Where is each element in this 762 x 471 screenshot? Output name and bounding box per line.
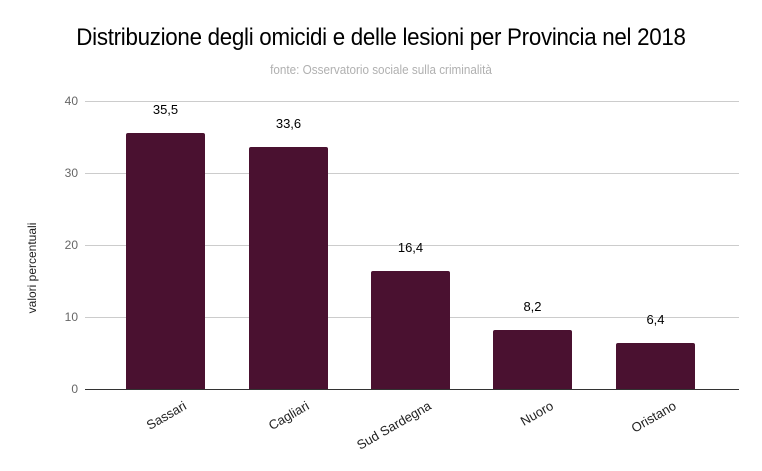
y-tick: 40 [64, 94, 78, 108]
y-tick: 20 [64, 238, 78, 252]
bar-cagliari [249, 147, 328, 389]
x-tick-label: Nuoro [517, 398, 556, 429]
y-tick: 30 [64, 166, 78, 180]
x-tick-label: Oristano [628, 398, 679, 436]
chart-subtitle: fonte: Osservatorio sociale sulla crimin… [270, 62, 492, 77]
chart-title: Distribuzione degli omicidi e delle lesi… [76, 24, 686, 51]
bar-sud-sardegna [371, 270, 450, 389]
value-label: 6,4 [646, 311, 665, 327]
gridline-20 [85, 245, 739, 246]
x-tick-label: Sassari [143, 398, 189, 433]
x-tick-label: Sud Sardegna [354, 398, 434, 453]
value-label: 16,4 [397, 239, 424, 255]
gridline-30 [85, 173, 739, 174]
bar-oristano [616, 342, 695, 389]
y-axis-label: valori percentuali [25, 222, 39, 314]
value-label: 35,5 [152, 102, 179, 118]
bar-nuoro [493, 329, 572, 389]
gridline-40 [85, 101, 739, 102]
y-tick: 0 [71, 382, 78, 396]
y-tick: 10 [64, 310, 78, 324]
x-tick-label: Cagliari [266, 398, 312, 434]
x-axis-line [85, 389, 739, 390]
value-label: 33,6 [275, 116, 302, 132]
value-label: 8,2 [523, 298, 542, 314]
bar-sassari [126, 133, 205, 389]
